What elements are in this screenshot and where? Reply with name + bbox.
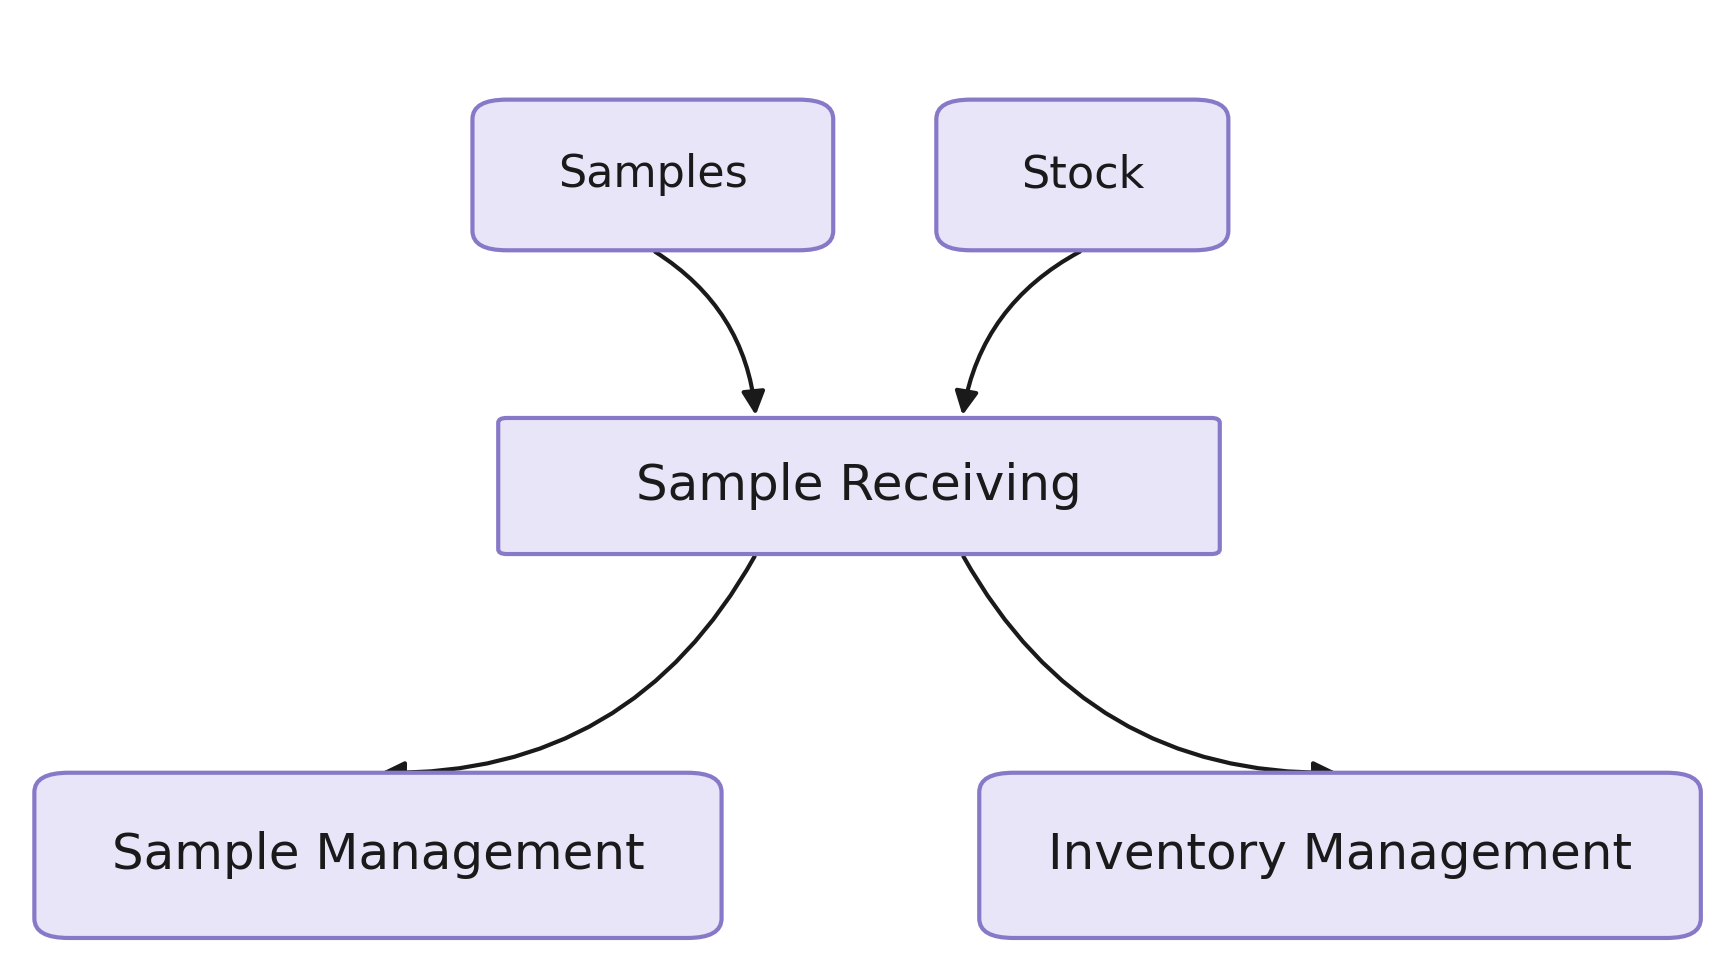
Text: Sample Management: Sample Management	[112, 831, 644, 880]
FancyBboxPatch shape	[936, 100, 1228, 251]
FancyBboxPatch shape	[34, 773, 722, 938]
Text: Sample Receiving: Sample Receiving	[636, 462, 1082, 510]
FancyArrowPatch shape	[385, 556, 754, 782]
FancyBboxPatch shape	[472, 100, 833, 251]
FancyArrowPatch shape	[655, 252, 763, 410]
Text: Stock: Stock	[1020, 154, 1144, 196]
FancyBboxPatch shape	[979, 773, 1701, 938]
FancyBboxPatch shape	[498, 418, 1220, 554]
Text: Inventory Management: Inventory Management	[1048, 831, 1632, 880]
FancyArrowPatch shape	[964, 556, 1333, 782]
Text: Samples: Samples	[558, 154, 747, 196]
FancyArrowPatch shape	[957, 252, 1081, 410]
